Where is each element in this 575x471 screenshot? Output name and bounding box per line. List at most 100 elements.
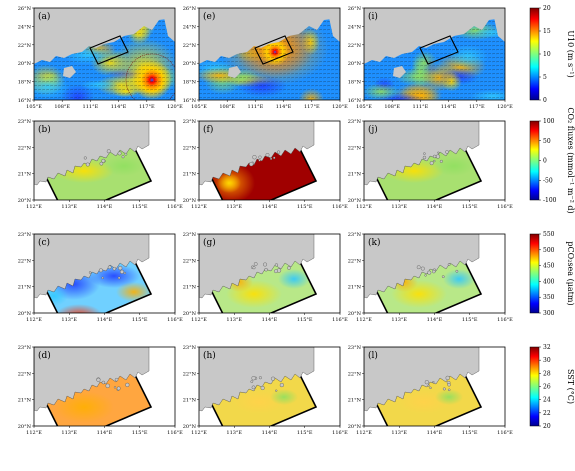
- lon-tick-label: 115°E: [132, 430, 148, 436]
- lat-tick-label: 23°N: [348, 119, 362, 125]
- lon-tick-label: 116°E: [167, 430, 183, 436]
- lon-tick-label: 113°E: [61, 204, 77, 210]
- panel-label: (g): [203, 237, 216, 248]
- lon-tick-label: 114°E: [427, 204, 443, 210]
- island: [96, 377, 101, 382]
- lat-tick-label: 22°N: [348, 371, 362, 377]
- wind-field: [364, 8, 505, 100]
- lat-tick-label: 20°N: [183, 311, 197, 317]
- island: [116, 386, 121, 391]
- lat-tick-label: 23°N: [183, 232, 197, 238]
- lon-tick-label: 114°E: [262, 204, 278, 210]
- island: [113, 386, 117, 389]
- island: [275, 389, 278, 392]
- lat-tick-label: 23°N: [18, 119, 32, 125]
- island: [253, 262, 258, 266]
- lon-tick-label: 116°E: [332, 317, 348, 323]
- island: [422, 155, 427, 160]
- map-panel-i: (i) 105°E 108°E 111°E 114°E 117°E 120°E 26°N 24°…: [348, 6, 513, 110]
- lon-tick-label: 114°E: [97, 430, 113, 436]
- lon-tick-label: 112°E: [26, 204, 42, 210]
- island: [433, 159, 436, 163]
- field-blob: [104, 156, 144, 176]
- island: [85, 162, 90, 167]
- lat-tick-label: 26°N: [183, 6, 197, 12]
- colorbar-ramp: [529, 7, 540, 101]
- lon-tick-label: 105°E: [356, 104, 372, 110]
- lon-tick-label: 112°E: [26, 430, 42, 436]
- wind-field: [199, 8, 340, 100]
- colorbar-tick-label: 22: [543, 410, 551, 417]
- lat-tick-label: 21°N: [18, 172, 32, 178]
- lat-tick-label: 20°N: [18, 311, 32, 317]
- panel-label: (b): [38, 124, 51, 135]
- island: [123, 271, 127, 275]
- lat-tick-label: 20°N: [183, 424, 197, 430]
- lon-tick-label: 116°E: [167, 317, 183, 323]
- lon-tick-label: 116°E: [332, 430, 348, 436]
- hainan-island: [393, 66, 406, 78]
- colorbar-co2: 100 50 0 -50 -100 CO₂ fluxes (mmol⁻¹ m⁻² d): [529, 107, 575, 214]
- island: [101, 158, 106, 163]
- lon-tick-label: 114°E: [97, 204, 113, 210]
- lon-tick-label: 114°E: [441, 104, 457, 110]
- island: [433, 154, 437, 159]
- field-blob: [270, 389, 298, 405]
- lon-tick-label: 113°E: [226, 204, 242, 210]
- lon-tick-label: 116°E: [167, 204, 183, 210]
- panel-label: (d): [38, 350, 51, 361]
- lon-tick-label: 115°E: [132, 204, 148, 210]
- island: [427, 384, 430, 387]
- panel-label: (f): [203, 124, 213, 135]
- lat-tick-label: 22°N: [348, 258, 362, 264]
- island: [274, 269, 278, 274]
- colorbar-tick-label: 15: [543, 28, 551, 35]
- island: [125, 382, 130, 387]
- island: [83, 156, 87, 160]
- colorbar-label: U10 (m s⁻¹): [566, 30, 575, 77]
- lon-tick-label: 108°E: [384, 104, 400, 110]
- island: [447, 263, 451, 266]
- island: [263, 262, 268, 267]
- lon-tick-label: 115°E: [297, 430, 313, 436]
- lon-tick-label: 113°E: [226, 430, 242, 436]
- island: [279, 383, 284, 388]
- colorbar-label: pCO₂sea (μatm): [566, 241, 575, 305]
- lat-tick-label: 22°N: [348, 43, 362, 49]
- island: [420, 266, 425, 271]
- lon-tick-label: 108°E: [54, 104, 70, 110]
- lat-tick-label: 26°N: [18, 6, 32, 12]
- colorbar-u10: 20 15 10 5 0 U10 (m s⁻¹): [529, 5, 575, 104]
- lon-tick-label: 113°E: [391, 430, 407, 436]
- island: [427, 270, 432, 275]
- lon-tick-label: 112°E: [191, 204, 207, 210]
- island: [271, 376, 276, 381]
- colorbar-tick-label: 350: [543, 294, 555, 301]
- colorbar-ramp: [529, 346, 540, 427]
- island: [112, 266, 117, 271]
- island: [437, 151, 440, 154]
- lat-tick-label: 23°N: [18, 232, 32, 238]
- lon-tick-label: 111°E: [248, 104, 264, 110]
- panel-label: (h): [203, 350, 216, 361]
- panel-frame: [33, 7, 176, 101]
- lon-tick-label: 116°E: [332, 204, 348, 210]
- study-area-box: [419, 35, 459, 65]
- lon-tick-label: 120°E: [167, 104, 183, 110]
- lat-tick-label: 20°N: [18, 198, 32, 204]
- island: [118, 266, 123, 271]
- lat-tick-label: 22°N: [18, 371, 32, 377]
- lat-tick-label: 21°N: [183, 172, 197, 178]
- island: [252, 266, 256, 270]
- island: [252, 155, 257, 160]
- panel-label: (k): [368, 237, 380, 248]
- island: [101, 380, 106, 385]
- colorbar-tick-label: -100: [543, 197, 557, 204]
- island: [124, 152, 128, 156]
- colorbar-label: SST (°C): [566, 369, 575, 404]
- lon-tick-label: 115°E: [297, 204, 313, 210]
- lon-tick-label: 113°E: [61, 317, 77, 323]
- lon-tick-label: 115°E: [297, 317, 313, 323]
- island: [445, 150, 449, 154]
